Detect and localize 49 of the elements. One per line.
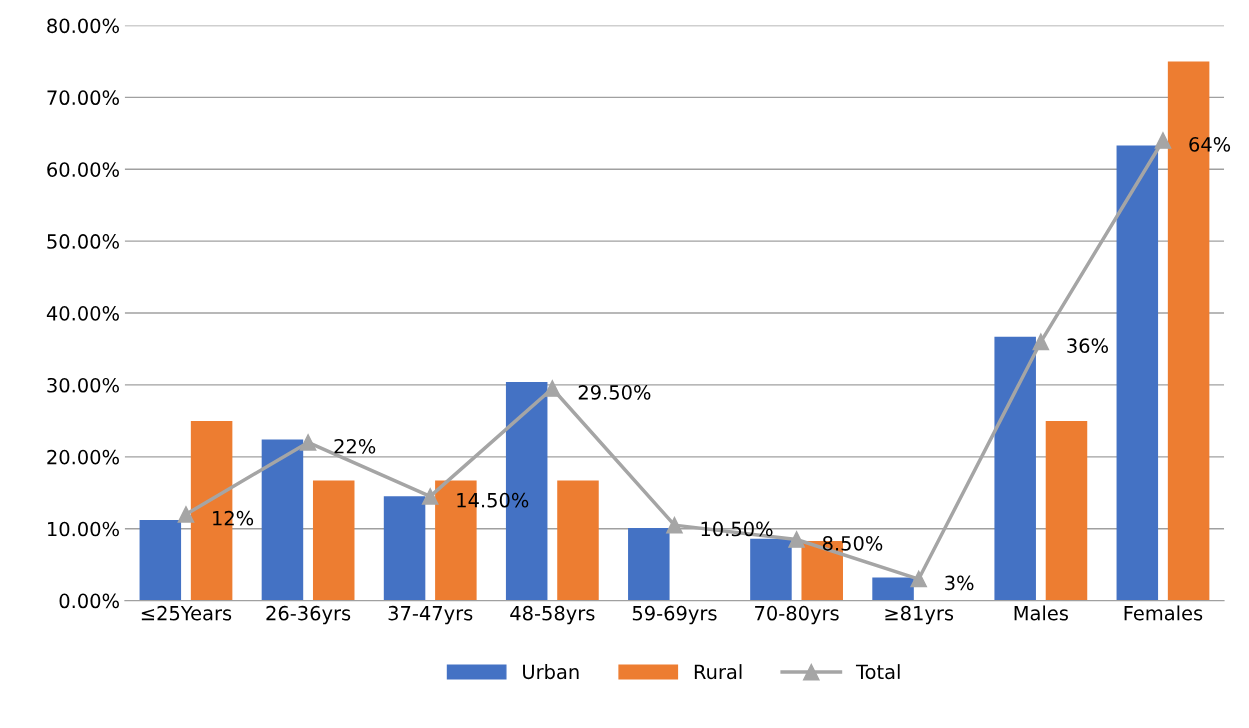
y-tick-label: 0.00%	[59, 593, 119, 609]
point	[1154, 132, 1172, 149]
point	[1032, 333, 1050, 351]
bar	[1116, 145, 1159, 601]
data-label: 29.50%	[578, 385, 651, 400]
point	[910, 570, 928, 588]
data-label: 3%	[945, 575, 974, 591]
x-tick-label: 70-80yrs	[755, 605, 839, 625]
bar	[383, 496, 426, 601]
point	[666, 516, 683, 534]
data-label: 22%	[334, 438, 376, 454]
data-label: 14.50%	[457, 492, 529, 508]
y-tick-label: 50.00%	[47, 234, 119, 249]
data-label: 10.50%	[701, 521, 773, 537]
bar	[994, 336, 1036, 601]
bar	[1045, 420, 1088, 601]
point	[788, 531, 805, 548]
y-tick-label: 40.00%	[46, 306, 119, 321]
y-tick-label: 30.00%	[47, 377, 119, 393]
bar	[750, 538, 792, 601]
x-tick-label: Males	[1014, 605, 1068, 621]
point	[421, 488, 439, 505]
legend-label: Rural	[694, 664, 742, 680]
x-tick-label: 26-36yrs	[266, 605, 351, 625]
bar	[557, 480, 599, 601]
point	[544, 380, 561, 397]
data-label: 36%	[1067, 338, 1108, 353]
bar	[872, 577, 914, 601]
bar	[261, 439, 304, 601]
bar	[139, 520, 182, 601]
x-tick-label: 48-58yrs	[510, 605, 595, 625]
point	[177, 505, 195, 523]
x-tick-label: 37-47yrs	[388, 605, 473, 625]
y-tick-label: 20.00%	[47, 449, 119, 465]
y-tick-label: 70.00%	[47, 90, 119, 106]
bar	[628, 527, 670, 601]
x-tick-label: 59-69yrs	[632, 605, 717, 625]
point	[299, 434, 317, 451]
y-tick-label: 10.00%	[48, 521, 119, 537]
y-tick-label: 80.00%	[47, 18, 119, 34]
data-label: 8.50%	[822, 535, 883, 551]
x-tick-label: ≥81yrs	[885, 605, 954, 625]
y-tick-label: 60.00%	[47, 162, 119, 177]
x-tick-label: ≤25Years	[141, 605, 232, 621]
data-label: 64%	[1189, 136, 1231, 152]
x-tick-label: Females	[1124, 605, 1203, 621]
bar	[312, 480, 355, 601]
legend-label: Urban	[523, 664, 579, 680]
legend-label: Total	[855, 664, 900, 680]
